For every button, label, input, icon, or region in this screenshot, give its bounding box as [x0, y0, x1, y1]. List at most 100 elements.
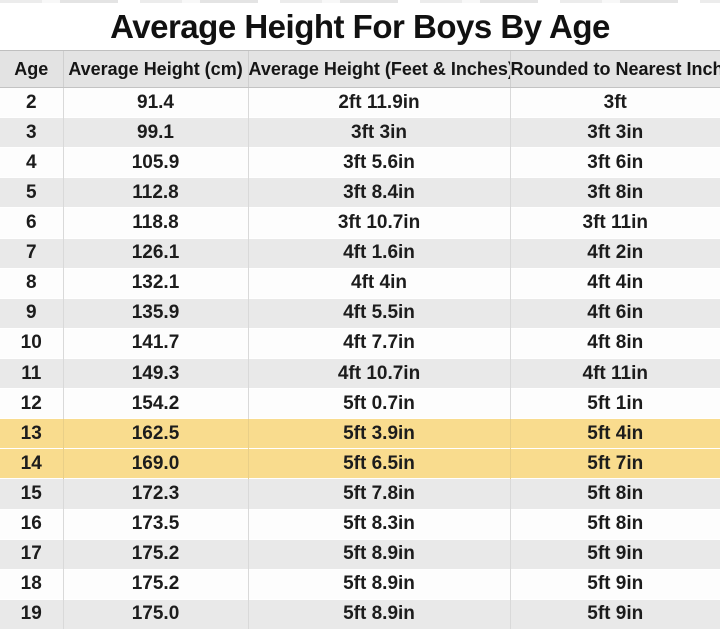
column-header-cm: Average Height (cm)	[62, 50, 248, 88]
column-header-feet-inches: Average Height (Feet & Inches)	[247, 50, 510, 88]
table-cell: 2ft 11.9in	[247, 86, 510, 118]
table-row: 3 99.1 3ft 3in 3ft 3in	[0, 117, 720, 148]
table-cell: 5ft 9in	[509, 598, 720, 629]
column-header-age: Age	[0, 50, 63, 88]
table-cell: 3ft 3in	[247, 117, 510, 148]
table-cell: 17	[0, 538, 63, 570]
table-cell: 3ft 3in	[509, 117, 720, 148]
table-cell: 9	[0, 297, 63, 329]
table-cell: 16	[0, 508, 63, 540]
table-cell: 99.1	[62, 117, 248, 148]
table-cell: 3ft 10.7in	[247, 207, 510, 239]
table-cell: 175.2	[62, 568, 248, 600]
table-cell: 154.2	[62, 388, 248, 419]
table-cell: 5ft 8.9in	[247, 538, 510, 570]
table-cell: 5ft 8.9in	[247, 598, 510, 629]
table-cell: 91.4	[62, 86, 248, 118]
table-cell: 3ft 8in	[509, 177, 720, 208]
table-cell: 135.9	[62, 297, 248, 329]
table-cell: 112.8	[62, 177, 248, 208]
table-row: 15 172.3 5ft 7.8in 5ft 8in	[0, 478, 720, 510]
table-row: 16 173.5 5ft 8.3in 5ft 8in	[0, 508, 720, 540]
table-cell: 5ft 8.9in	[247, 568, 510, 600]
cropped-content-artifact	[0, 0, 720, 3]
table-cell: 5ft 6.5in	[247, 448, 510, 479]
table-header: Age Average Height (cm) Average Height (…	[0, 50, 720, 88]
table-cell: 4ft 4in	[247, 267, 510, 299]
table-cell: 5ft 8in	[509, 508, 720, 540]
table-cell: 13	[0, 418, 63, 449]
header-row: Age Average Height (cm) Average Height (…	[0, 50, 720, 88]
page-title: Average Height For Boys By Age	[110, 7, 610, 45]
table-cell: 175.0	[62, 598, 248, 629]
table-cell: 5ft 0.7in	[247, 388, 510, 419]
table-cell: 7	[0, 237, 63, 269]
table-cell: 5ft 8in	[509, 478, 720, 510]
table-cell: 5ft 8.3in	[247, 508, 510, 540]
table-cell: 4ft 11in	[509, 357, 720, 389]
table-row: 17 175.2 5ft 8.9in 5ft 9in	[0, 538, 720, 570]
table-row: 9 135.9 4ft 5.5in 4ft 6in	[0, 297, 720, 329]
table-cell: 5ft 7.8in	[247, 478, 510, 510]
table-cell: 149.3	[62, 357, 248, 389]
table-cell: 5ft 9in	[509, 538, 720, 570]
table-row: 13 162.5 5ft 3.9in 5ft 4in	[0, 418, 720, 449]
table-cell: 14	[0, 448, 63, 479]
table-body: 2 91.4 2ft 11.9in 3ft 3 99.1 3ft 3in 3ft 3in 4 10…	[0, 86, 720, 629]
table-cell: 4ft 2in	[509, 237, 720, 269]
table-row: 5 112.8 3ft 8.4in 3ft 8in	[0, 177, 720, 208]
table-row: 12 154.2 5ft 0.7in 5ft 1in	[0, 388, 720, 419]
table-cell: 5ft 4in	[509, 418, 720, 449]
table-cell: 162.5	[62, 418, 248, 449]
table-cell: 126.1	[62, 237, 248, 269]
table-cell: 2	[0, 86, 63, 118]
table-cell: 4ft 7.7in	[247, 327, 510, 359]
table-row: 19 175.0 5ft 8.9in 5ft 9in	[0, 598, 720, 629]
table-cell: 118.8	[62, 207, 248, 239]
table-cell: 4ft 1.6in	[247, 237, 510, 269]
table-row: 14 169.0 5ft 6.5in 5ft 7in	[0, 448, 720, 479]
table-cell: 172.3	[62, 478, 248, 510]
table-cell: 4ft 6in	[509, 297, 720, 329]
table-cell: 4ft 4in	[509, 267, 720, 299]
table-cell: 4ft 5.5in	[247, 297, 510, 329]
table-cell: 5ft 9in	[509, 568, 720, 600]
table-cell: 5ft 1in	[509, 388, 720, 419]
table-row: 11 149.3 4ft 10.7in 4ft 11in	[0, 357, 720, 389]
height-table: Age Average Height (cm) Average Height (…	[0, 50, 720, 629]
table-row: 4 105.9 3ft 5.6in 3ft 6in	[0, 147, 720, 178]
table-cell: 5ft 7in	[509, 448, 720, 479]
table-cell: 175.2	[62, 538, 248, 570]
table-cell: 4ft 8in	[509, 327, 720, 359]
table-cell: 141.7	[62, 327, 248, 359]
table-cell: 173.5	[62, 508, 248, 540]
table-cell: 3ft 6in	[509, 147, 720, 178]
table-cell: 12	[0, 388, 63, 419]
table-cell: 5	[0, 177, 63, 208]
table-cell: 3ft	[509, 86, 720, 118]
table-cell: 8	[0, 267, 63, 299]
table-row: 18 175.2 5ft 8.9in 5ft 9in	[0, 568, 720, 600]
table-cell: 15	[0, 478, 63, 510]
table-row: 7 126.1 4ft 1.6in 4ft 2in	[0, 237, 720, 269]
table-row: 2 91.4 2ft 11.9in 3ft	[0, 86, 720, 118]
table-cell: 3ft 8.4in	[247, 177, 510, 208]
table-cell: 3ft 5.6in	[247, 147, 510, 178]
table-cell: 5ft 3.9in	[247, 418, 510, 449]
table-cell: 3	[0, 117, 63, 148]
table-cell: 4ft 10.7in	[247, 357, 510, 389]
table-cell: 18	[0, 568, 63, 600]
table-cell: 169.0	[62, 448, 248, 479]
table-cell: 132.1	[62, 267, 248, 299]
table-row: 10 141.7 4ft 7.7in 4ft 8in	[0, 327, 720, 359]
table-cell: 4	[0, 147, 63, 178]
table-cell: 3ft 11in	[509, 207, 720, 239]
table-row: 6 118.8 3ft 10.7in 3ft 11in	[0, 207, 720, 239]
column-header-rounded: Rounded to Nearest Inch	[509, 50, 720, 88]
table-row: 8 132.1 4ft 4in 4ft 4in	[0, 267, 720, 299]
table-cell: 10	[0, 327, 63, 359]
table-cell: 19	[0, 598, 63, 629]
table-cell: 6	[0, 207, 63, 239]
table-cell: 11	[0, 357, 63, 389]
